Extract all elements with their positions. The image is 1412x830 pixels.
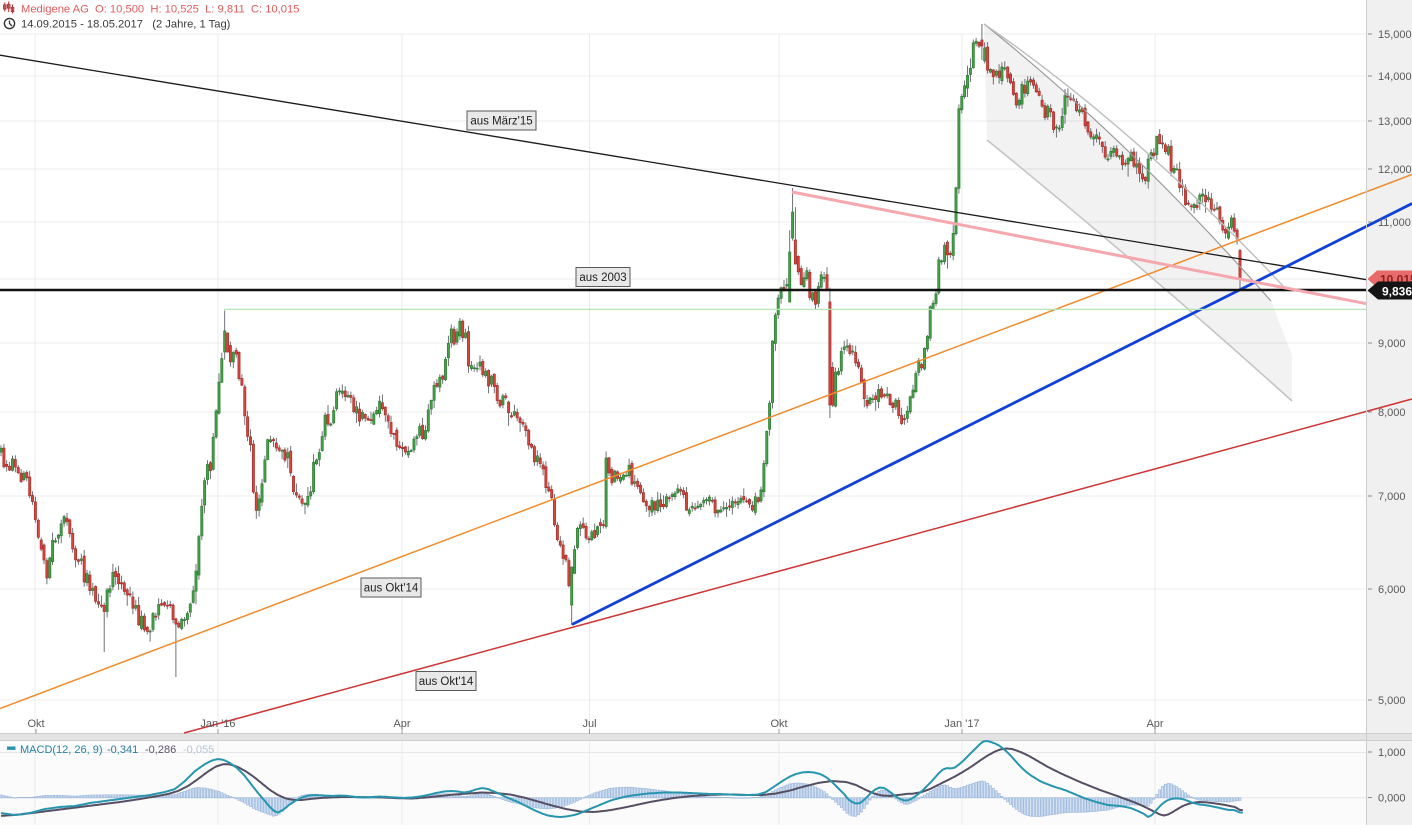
svg-text:14.09.2015 - 18.05.2017 (2 J: 14.09.2015 - 18.05.2017 (2 Jahre, 1 Tag)	[21, 19, 231, 31]
svg-text:1,000: 1,000	[1378, 747, 1406, 759]
svg-text:12,000: 12,000	[1378, 164, 1412, 176]
svg-text:Apr: Apr	[1146, 718, 1163, 730]
svg-text:5,000: 5,000	[1378, 695, 1406, 707]
svg-text:-0,286: -0,286	[145, 744, 176, 756]
svg-text:Medigene AG O: 10,500 H: 10,: Medigene AG O: 10,500 H: 10,525 L: 9,811…	[21, 4, 299, 16]
svg-text:0,000: 0,000	[1378, 792, 1406, 804]
svg-text:Apr: Apr	[393, 718, 410, 730]
svg-text:6,000: 6,000	[1378, 584, 1406, 596]
svg-text:Jul: Jul	[582, 718, 596, 730]
svg-text:9,836: 9,836	[1382, 284, 1412, 298]
svg-text:aus März'15: aus März'15	[470, 116, 532, 128]
svg-text:Jan '16: Jan '16	[200, 718, 235, 730]
svg-text:-0,341: -0,341	[107, 744, 138, 756]
svg-text:Okt: Okt	[27, 718, 44, 730]
svg-text:-0,055: -0,055	[183, 744, 214, 756]
svg-text:aus Okt'14: aus Okt'14	[419, 676, 474, 688]
svg-text:9,000: 9,000	[1378, 338, 1406, 350]
svg-text:Jan '17: Jan '17	[944, 718, 979, 730]
svg-text:11,000: 11,000	[1378, 217, 1411, 229]
svg-text:14,000: 14,000	[1378, 71, 1412, 83]
svg-text:8,000: 8,000	[1378, 407, 1406, 419]
svg-text:7,000: 7,000	[1378, 491, 1406, 503]
svg-text:Okt: Okt	[770, 718, 787, 730]
svg-text:13,000: 13,000	[1378, 116, 1412, 128]
svg-text:aus 2003: aus 2003	[579, 272, 626, 284]
svg-text:MACD(12, 26, 9): MACD(12, 26, 9)	[20, 744, 103, 756]
svg-text:15,000: 15,000	[1378, 29, 1412, 41]
svg-text:aus Okt'14: aus Okt'14	[364, 583, 419, 595]
